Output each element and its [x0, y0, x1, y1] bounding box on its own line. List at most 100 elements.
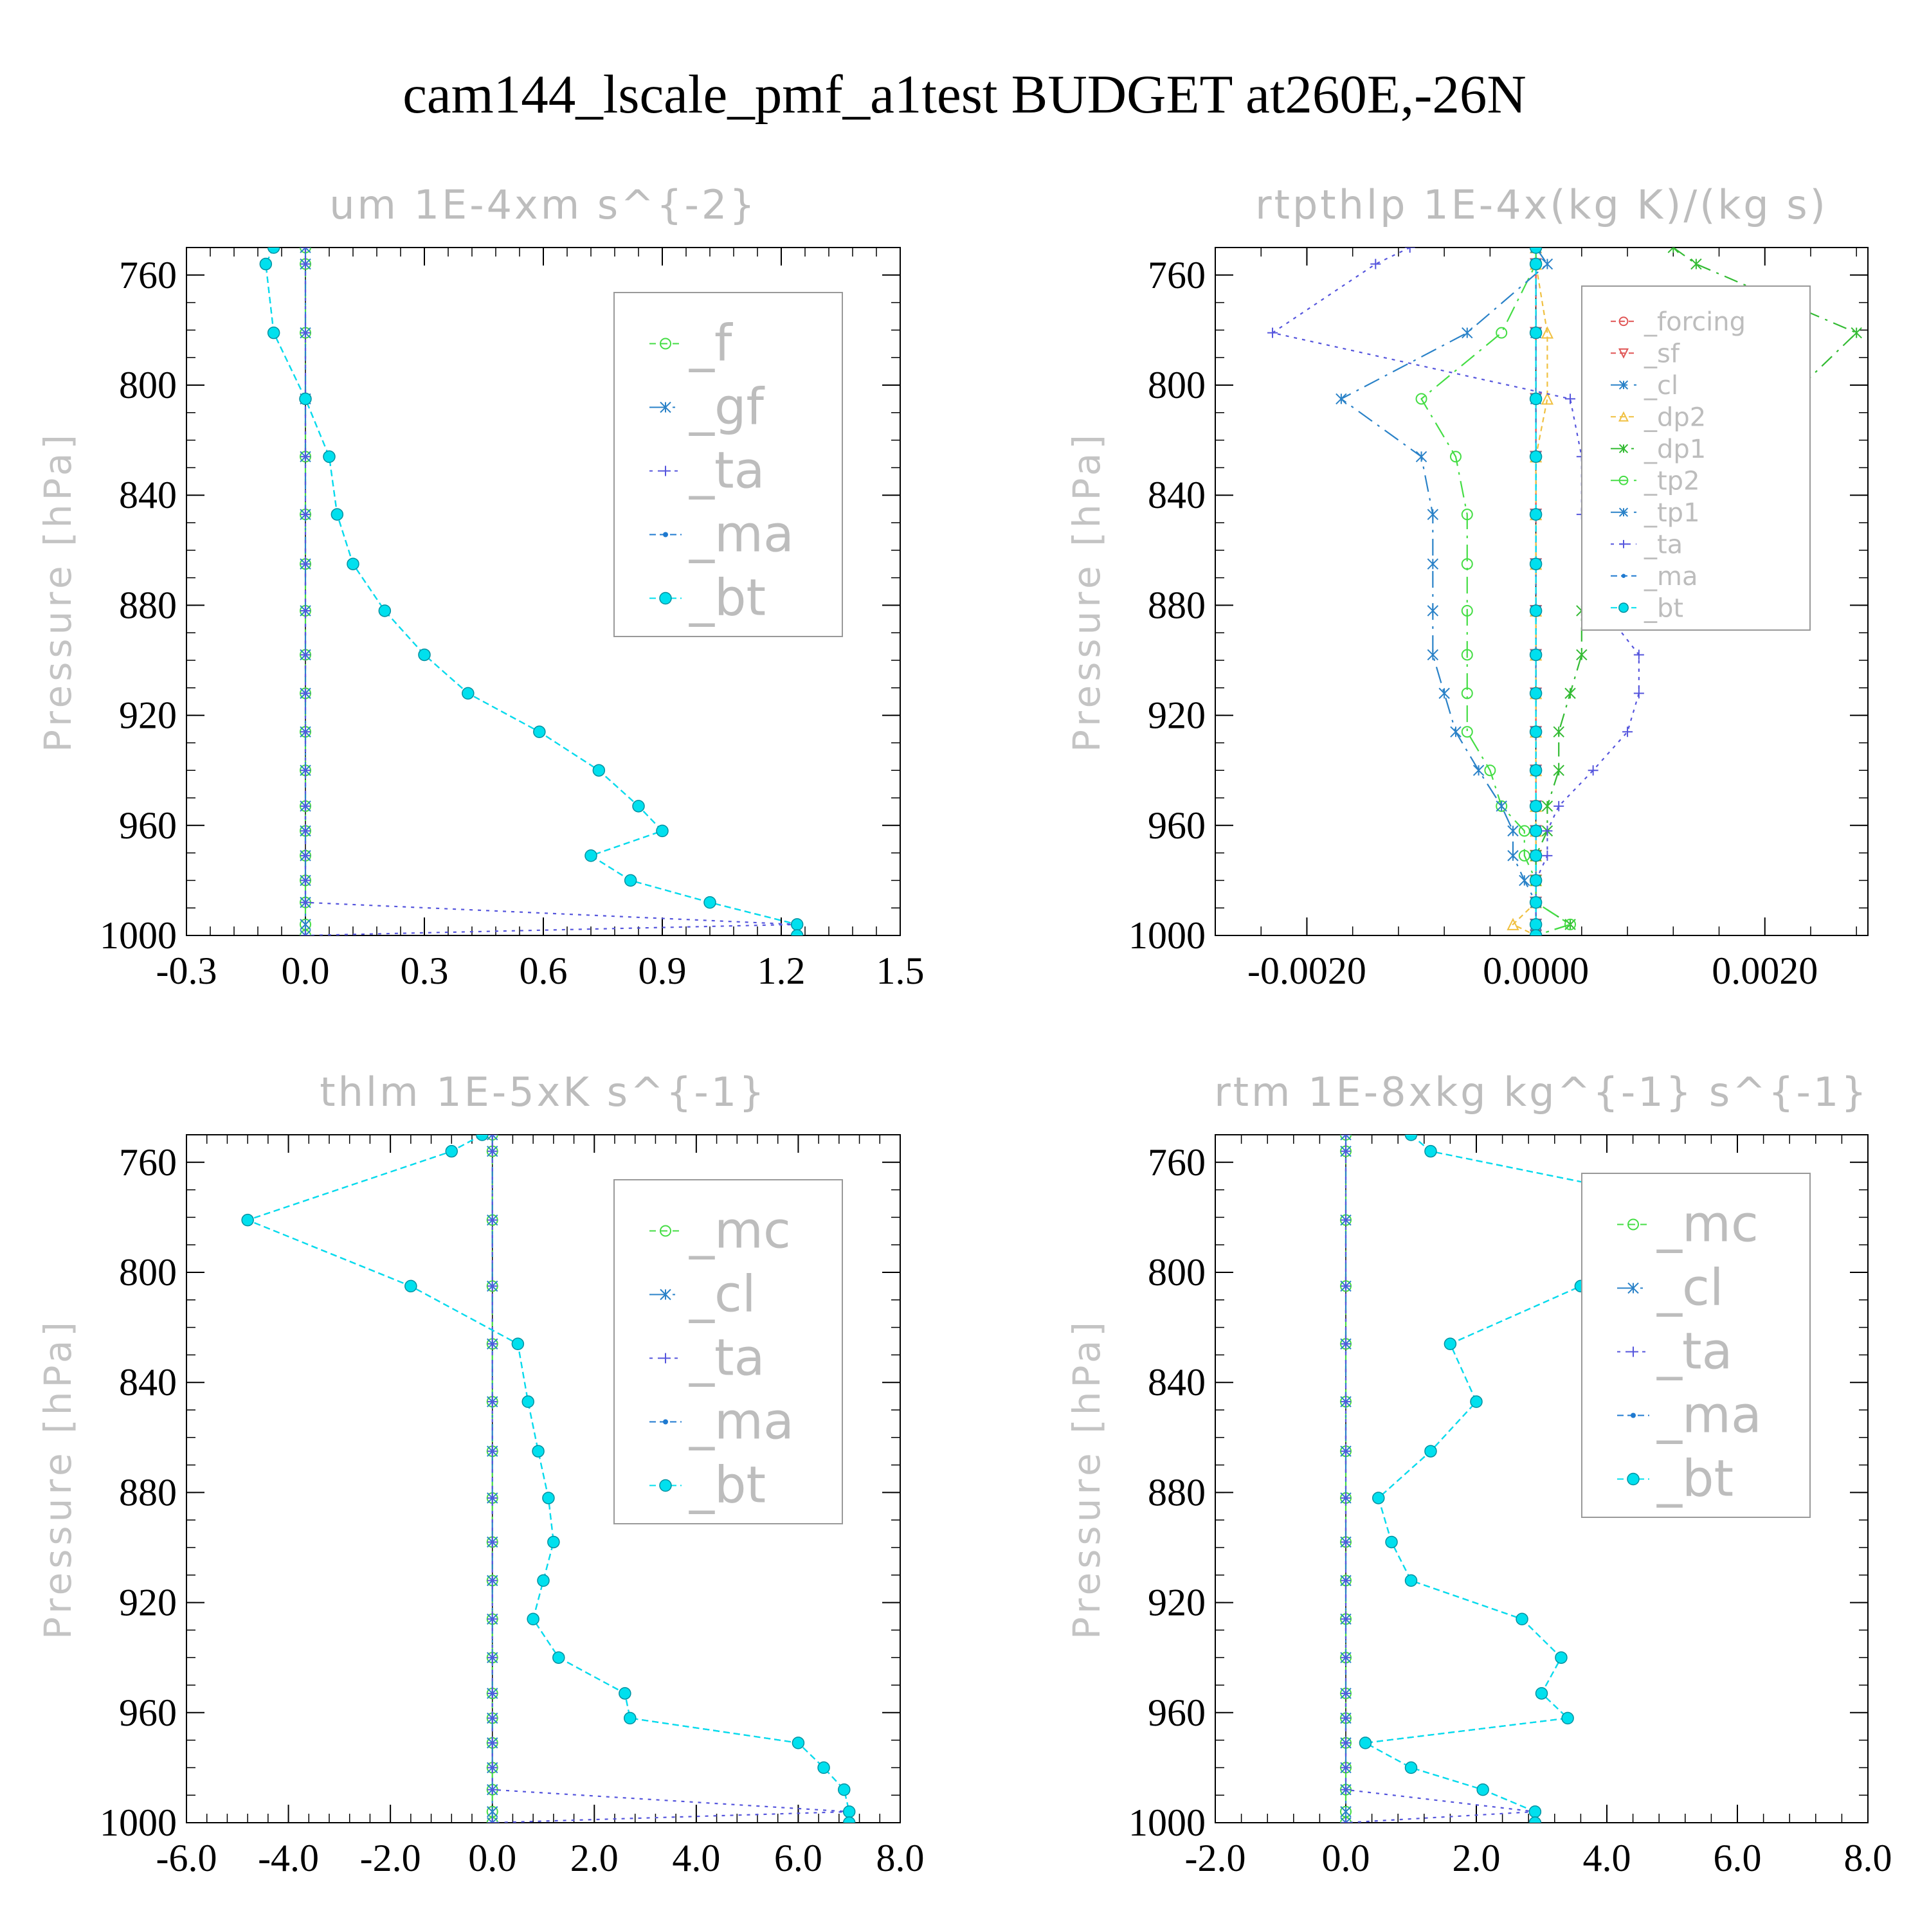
data-point — [511, 1337, 525, 1351]
series-bt — [241, 1135, 856, 1823]
x-tick-label: -2.0 — [1185, 1837, 1246, 1879]
figure-title: cam144_lscale_pmf_a1test BUDGET at260E,-… — [403, 64, 1526, 125]
legend-marker — [1627, 1472, 1640, 1486]
y-tick-label: 1000 — [1128, 914, 1206, 957]
legend-marker — [660, 401, 671, 413]
data-point — [703, 896, 716, 909]
data-point — [1404, 248, 1415, 253]
data-point — [404, 1279, 417, 1293]
plot-frame — [1215, 1134, 1869, 1823]
data-point — [1427, 649, 1439, 661]
legend-entry: _bt — [1644, 593, 1683, 623]
panel-3: thlm 1E-5xK s^{-1} Pressure [hPa] 760 800 84… — [36, 1069, 925, 1879]
data-point — [1535, 1687, 1548, 1700]
panel-4: rtm 1E-8xkg kg^{-1} s^{-1} Pressure [hPa]… — [1065, 1069, 1892, 1879]
plot-area — [241, 1135, 856, 1823]
data-point — [487, 1281, 498, 1292]
y-axis-label: Pressure [hPa] — [1065, 1318, 1109, 1639]
data-point — [300, 826, 311, 836]
legend-marker — [1627, 1282, 1639, 1294]
data-point — [1341, 1614, 1351, 1625]
legend-entry: _sf — [1644, 339, 1680, 368]
data-point — [1370, 258, 1381, 269]
data-point — [1633, 688, 1644, 699]
data-point — [1484, 764, 1496, 777]
data-point — [1507, 917, 1519, 930]
x-tick-label: 0.0 — [468, 1837, 516, 1879]
data-point — [1341, 1575, 1351, 1586]
data-point — [656, 824, 669, 838]
data-point — [487, 1575, 498, 1586]
data-point — [790, 918, 804, 931]
data-point — [300, 649, 311, 660]
y-tick-label: 960 — [1148, 1692, 1206, 1734]
data-point — [1542, 850, 1553, 861]
data-point — [619, 1687, 631, 1700]
data-point — [1472, 764, 1485, 776]
y-tick-label: 840 — [119, 1361, 177, 1404]
y-tick-label: 920 — [1148, 1582, 1206, 1624]
data-point — [487, 1737, 498, 1748]
y-tick-label: 960 — [1148, 804, 1206, 847]
series-line — [1339, 248, 1548, 935]
y-tick-label: 880 — [119, 584, 177, 626]
data-point — [487, 1339, 498, 1350]
legend-marker — [660, 1353, 671, 1364]
data-point — [331, 508, 344, 521]
data-point — [1461, 649, 1473, 661]
data-point — [462, 687, 475, 700]
legend: _forcing_sf _cl_dp2 _dp1_tp2_tp1_ta _ma_bt — [1581, 285, 1811, 631]
data-point — [1529, 725, 1543, 739]
legend-entry: _ma — [689, 1393, 794, 1451]
data-point — [838, 1783, 851, 1796]
legend-entry: _ma — [689, 506, 794, 564]
data-point — [537, 1574, 550, 1587]
data-point — [552, 1651, 565, 1664]
legend-marker — [663, 532, 668, 537]
data-point — [1267, 327, 1278, 338]
data-point — [1427, 509, 1439, 520]
legend-marker — [1618, 507, 1629, 517]
data-point — [487, 1818, 498, 1823]
legend-entry: _bt — [689, 1457, 766, 1515]
data-point — [1404, 1574, 1418, 1587]
legend-entry: _gf — [689, 379, 765, 437]
y-tick-label: 920 — [119, 1582, 177, 1624]
data-point — [1341, 1396, 1351, 1407]
data-point — [300, 850, 311, 861]
data-point — [1341, 1446, 1351, 1457]
x-tick-label: 8.0 — [876, 1837, 925, 1879]
y-axis-label: Pressure [hPa] — [36, 431, 80, 752]
data-point — [1341, 1135, 1351, 1140]
data-point — [1529, 849, 1543, 862]
data-point — [299, 392, 312, 406]
legend-entry: _cl — [1656, 1259, 1724, 1317]
data-point — [1541, 326, 1554, 339]
data-point — [1424, 1144, 1437, 1158]
x-tick-label: 4.0 — [1583, 1837, 1631, 1879]
x-tick-label: 8.0 — [1844, 1837, 1892, 1879]
legend-entry: _forcing — [1644, 307, 1746, 337]
data-point — [1461, 604, 1473, 617]
data-point — [1372, 1492, 1385, 1504]
data-point — [487, 1614, 498, 1625]
panel-title: um 1E-4xm s^{-2} — [329, 181, 757, 228]
data-point — [1633, 649, 1644, 660]
legend: _f _gf_ta _ma _bt — [613, 292, 843, 637]
legend-entry: _ta — [689, 442, 765, 500]
data-point — [300, 248, 311, 253]
x-tick-label: 0.0 — [1322, 1837, 1370, 1879]
data-point — [487, 1713, 498, 1724]
legend-entry: _bt — [689, 570, 766, 627]
x-tick-label: 0.0 — [282, 950, 330, 992]
data-point — [632, 800, 645, 813]
legend-entry: _ma — [1656, 1387, 1762, 1445]
x-tick-label: 0.3 — [401, 950, 449, 992]
data-point — [347, 557, 359, 570]
data-point — [1529, 392, 1543, 406]
legend-marker — [659, 1479, 672, 1492]
data-point — [1529, 604, 1543, 617]
data-point — [1529, 508, 1543, 521]
y-tick-label: 840 — [1148, 474, 1206, 516]
